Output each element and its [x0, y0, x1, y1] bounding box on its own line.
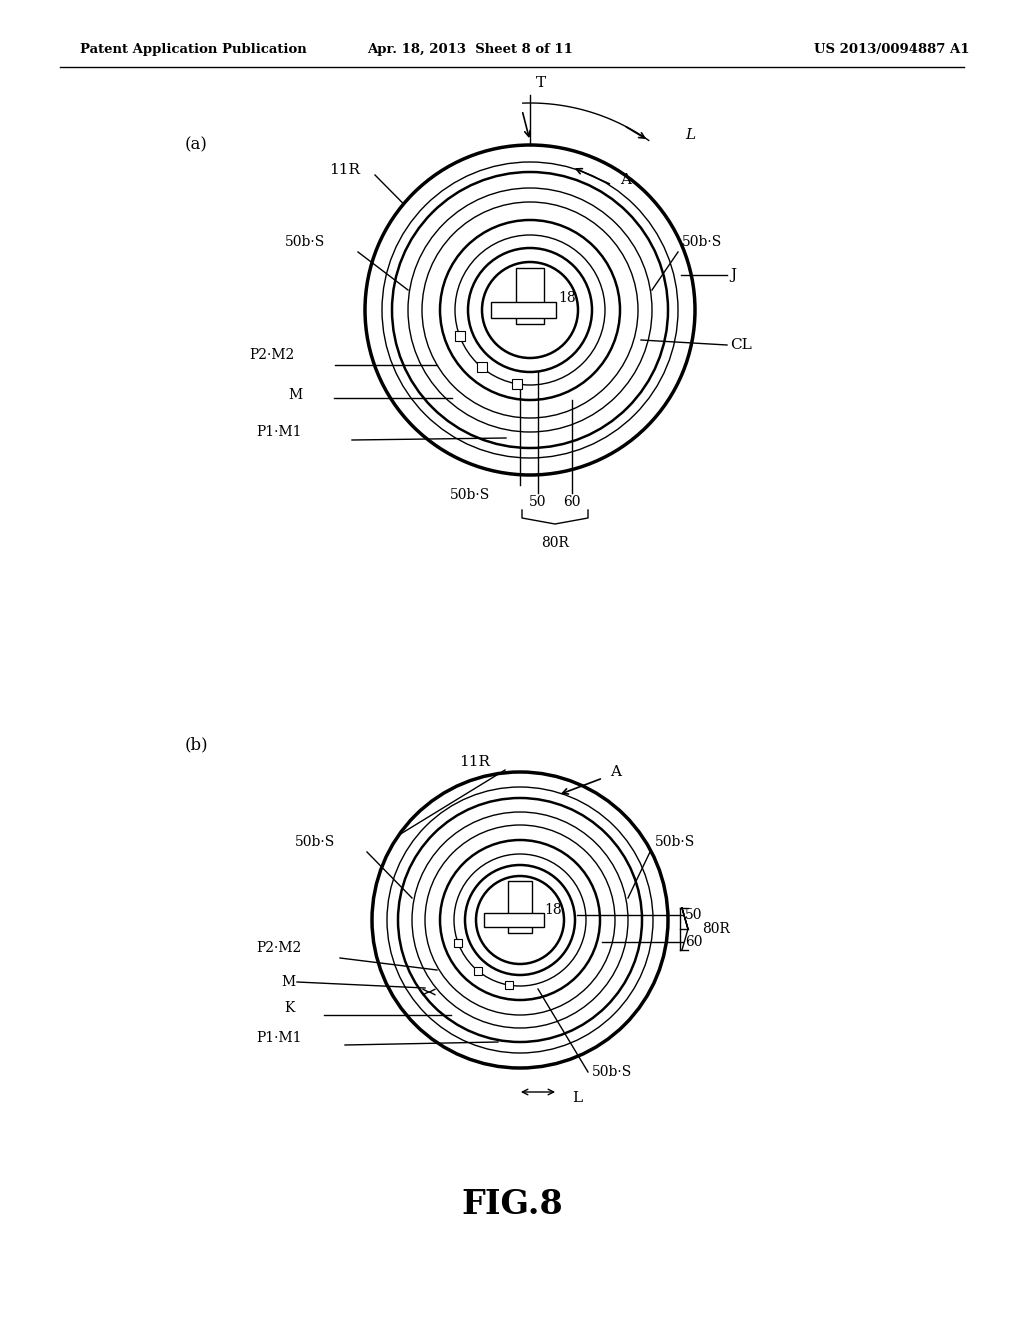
Text: 18: 18 — [558, 290, 575, 305]
Text: 50b·S: 50b·S — [295, 836, 335, 849]
Text: 50: 50 — [529, 495, 547, 510]
Text: P1·M1: P1·M1 — [256, 1031, 302, 1045]
Text: Patent Application Publication: Patent Application Publication — [80, 44, 307, 57]
Text: 80R: 80R — [702, 921, 730, 936]
Text: 60: 60 — [563, 495, 581, 510]
Text: M: M — [281, 975, 295, 989]
Text: 80R: 80R — [541, 536, 569, 550]
Polygon shape — [454, 939, 462, 946]
Text: 50b·S: 50b·S — [450, 488, 490, 502]
Text: A: A — [620, 173, 631, 187]
Polygon shape — [477, 363, 486, 372]
Text: J: J — [730, 268, 736, 282]
Polygon shape — [505, 981, 513, 989]
Text: 50b·S: 50b·S — [592, 1065, 632, 1078]
Text: P1·M1: P1·M1 — [256, 425, 302, 440]
Text: L: L — [572, 1092, 582, 1105]
Text: 50b·S: 50b·S — [682, 235, 722, 249]
Polygon shape — [490, 302, 556, 318]
Text: US 2013/0094887 A1: US 2013/0094887 A1 — [814, 44, 970, 57]
Text: M: M — [288, 388, 302, 403]
Polygon shape — [484, 913, 544, 927]
Polygon shape — [512, 379, 522, 389]
Text: 11R: 11R — [329, 162, 360, 177]
Text: Apr. 18, 2013  Sheet 8 of 11: Apr. 18, 2013 Sheet 8 of 11 — [367, 44, 573, 57]
Text: P2·M2: P2·M2 — [250, 348, 295, 362]
Text: A: A — [610, 766, 621, 779]
Text: 11R: 11R — [459, 755, 490, 770]
Polygon shape — [473, 966, 481, 974]
Text: 50: 50 — [685, 908, 702, 921]
Text: T: T — [536, 77, 546, 90]
Text: FIG.8: FIG.8 — [461, 1188, 563, 1221]
Text: L: L — [685, 128, 695, 143]
Polygon shape — [508, 882, 532, 933]
Circle shape — [476, 876, 564, 964]
Polygon shape — [455, 330, 465, 341]
Text: CL: CL — [730, 338, 752, 352]
Text: 18: 18 — [544, 903, 561, 917]
Text: 50b·S: 50b·S — [285, 235, 325, 249]
Text: P2·M2: P2·M2 — [257, 941, 302, 954]
Text: K: K — [285, 1001, 295, 1015]
Text: 60: 60 — [685, 935, 702, 949]
Text: 50b·S: 50b·S — [655, 836, 695, 849]
Text: (a): (a) — [185, 136, 208, 153]
Polygon shape — [516, 268, 544, 325]
Circle shape — [482, 261, 578, 358]
Text: (b): (b) — [185, 737, 209, 754]
